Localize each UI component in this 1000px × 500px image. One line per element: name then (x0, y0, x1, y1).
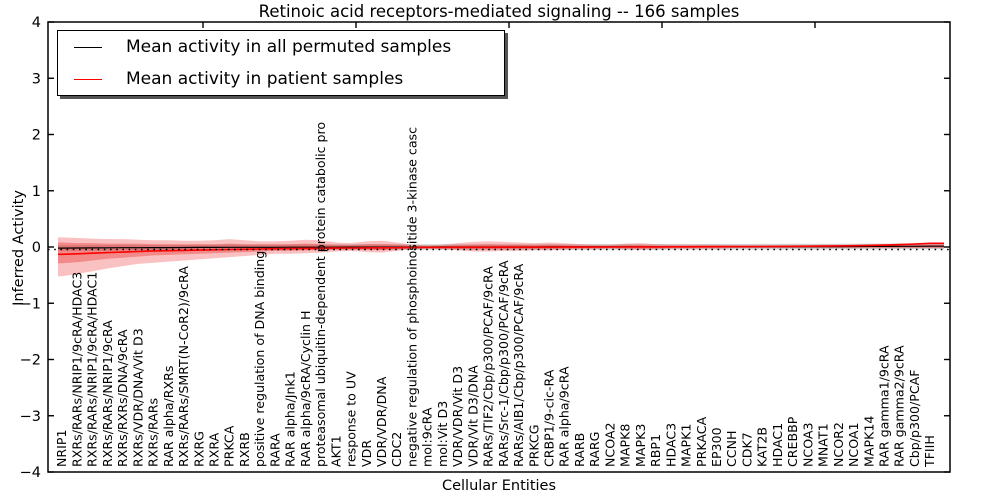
x-tick-label: RARs/AIB1/Cbp/p300/PCAF/9cRA (511, 263, 526, 467)
x-tick-label: PRKCG (526, 425, 541, 467)
x-tick-label: CREBBP (785, 416, 800, 467)
legend-label-patient: Mean activity in patient samples (126, 69, 404, 89)
x-tick-label: Cbp/p300/PCAF (907, 369, 922, 467)
x-tick-label: NCOA3 (800, 422, 815, 467)
x-tick-label: mol:9cRA (420, 407, 435, 467)
patient-line-swatch (74, 78, 102, 80)
x-tick-label: NCOR2 (831, 422, 846, 467)
chart-title: Retinoic acid receptors-mediated signali… (258, 2, 740, 21)
x-tick-label: HDAC1 (770, 423, 785, 467)
x-tick-label: response to UV (343, 371, 358, 467)
x-tick-label: RXRs/RXRs/DNA/9cRA (115, 329, 130, 467)
x-tick-label: CCNH (724, 431, 739, 467)
x-tick-label: RARA (267, 433, 282, 467)
x-tick-label: PRKCA (222, 425, 237, 467)
x-tick-label: EP300 (709, 427, 724, 467)
x-tick-label: RAR alpha/9cRA (557, 366, 572, 467)
x-tick-label: RAR alpha/RXRs (161, 366, 176, 467)
legend-item-permuted: Mean activity in all permuted samples (58, 32, 504, 62)
x-tick-label: RBP1 (648, 434, 663, 467)
y-tick-label: −3 (20, 409, 41, 425)
x-tick-label: RXRs/RARs/NRIP1/9cRA/HDAC1 (85, 272, 100, 467)
x-tick-label: RARG (587, 432, 602, 467)
x-tick-label: AKT1 (328, 435, 343, 467)
x-tick-label: CDC2 (389, 432, 404, 467)
y-tick-label: −2 (20, 353, 41, 369)
x-tick-label: HDAC3 (663, 423, 678, 467)
x-tick-label: RAR alpha/Jnk1 (283, 371, 298, 467)
x-tick-label: CDK7 (739, 432, 754, 467)
x-tick-label: RARs/Src-1/Cbp/p300/PCAF/9cRA (496, 260, 511, 467)
legend-box: Mean activity in all permuted samples Me… (57, 30, 505, 96)
x-tick-label: TFIIH (922, 435, 937, 468)
x-tick-label: proteasomal ubiquitin-dependent protein … (313, 122, 328, 467)
y-tick-label: −1 (20, 296, 41, 312)
x-tick-label: VDR/Vit D3/DNA (465, 365, 480, 467)
y-tick-label: 2 (32, 128, 41, 144)
x-tick-label: CRBP1/9-cic-RA (541, 369, 556, 467)
legend-label-permuted: Mean activity in all permuted samples (126, 37, 452, 57)
y-tick-label: −4 (20, 465, 41, 481)
x-tick-label: mol:Vit D3 (435, 401, 450, 467)
x-tick-label: positive regulation of DNA binding (252, 251, 267, 467)
x-tick-label: KAT2B (755, 427, 770, 467)
x-tick-label: MAPK1 (679, 424, 694, 467)
x-tick-label: VDR/VDR/DNA (374, 376, 389, 467)
x-tick-label: RARs/TIF2/Cbp/p300/PCAF/9cRA (481, 266, 496, 467)
y-tick-label: 1 (32, 184, 41, 200)
patient-mean-line (58, 242, 944, 256)
y-axis-label: Inferred Activity (11, 190, 27, 306)
x-tick-label: MNAT1 (816, 423, 831, 467)
x-tick-label: NRIP1 (54, 430, 69, 468)
x-tick-label: MAPK3 (633, 424, 648, 467)
x-tick-label: VDR/VDR/Vit D3 (450, 366, 465, 467)
legend-item-patient: Mean activity in patient samples (58, 64, 504, 94)
x-tick-label: RXRs/VDR/DNA/Vit D3 (130, 328, 145, 467)
x-tick-label: NCOA2 (602, 422, 617, 467)
x-tick-label: negative regulation of phosphoinositide … (404, 127, 419, 467)
x-tick-label: RAR gamma2/9cRA (892, 345, 907, 467)
x-tick-label: RARB (572, 433, 587, 467)
x-tick-label: NCOA1 (846, 422, 861, 467)
x-axis-label: Cellular Entities (441, 478, 557, 494)
x-tick-label: RXRB (237, 432, 252, 467)
permuted-line-swatch (74, 46, 102, 48)
x-tick-label: RXRs/RARs (146, 398, 161, 467)
x-tick-label: MAPK8 (618, 424, 633, 467)
x-tick-label: RAR gamma1/9cRA (876, 345, 891, 467)
x-tick-label: RXRA (206, 432, 221, 467)
x-tick-label: RXRs/RARs/NRIP1/9cRA (100, 320, 115, 467)
x-tick-label: MAPK14 (861, 416, 876, 467)
x-tick-label: VDR (359, 440, 374, 467)
x-tick-label: RAR alpha/9cRA/Cyclin H (298, 311, 313, 467)
x-tick-label: RXRG (191, 431, 206, 467)
y-tick-label: 3 (32, 71, 41, 87)
y-tick-label: 4 (32, 15, 41, 31)
x-tick-label: RXRs/RARs/NRIP1/9cRA/HDAC3 (69, 272, 84, 467)
y-tick-label: 0 (32, 240, 41, 256)
x-tick-label: RXRs/RARs/SMRT(N-CoR2)/9cRA (176, 266, 191, 467)
x-tick-label: PRKACA (694, 416, 709, 467)
